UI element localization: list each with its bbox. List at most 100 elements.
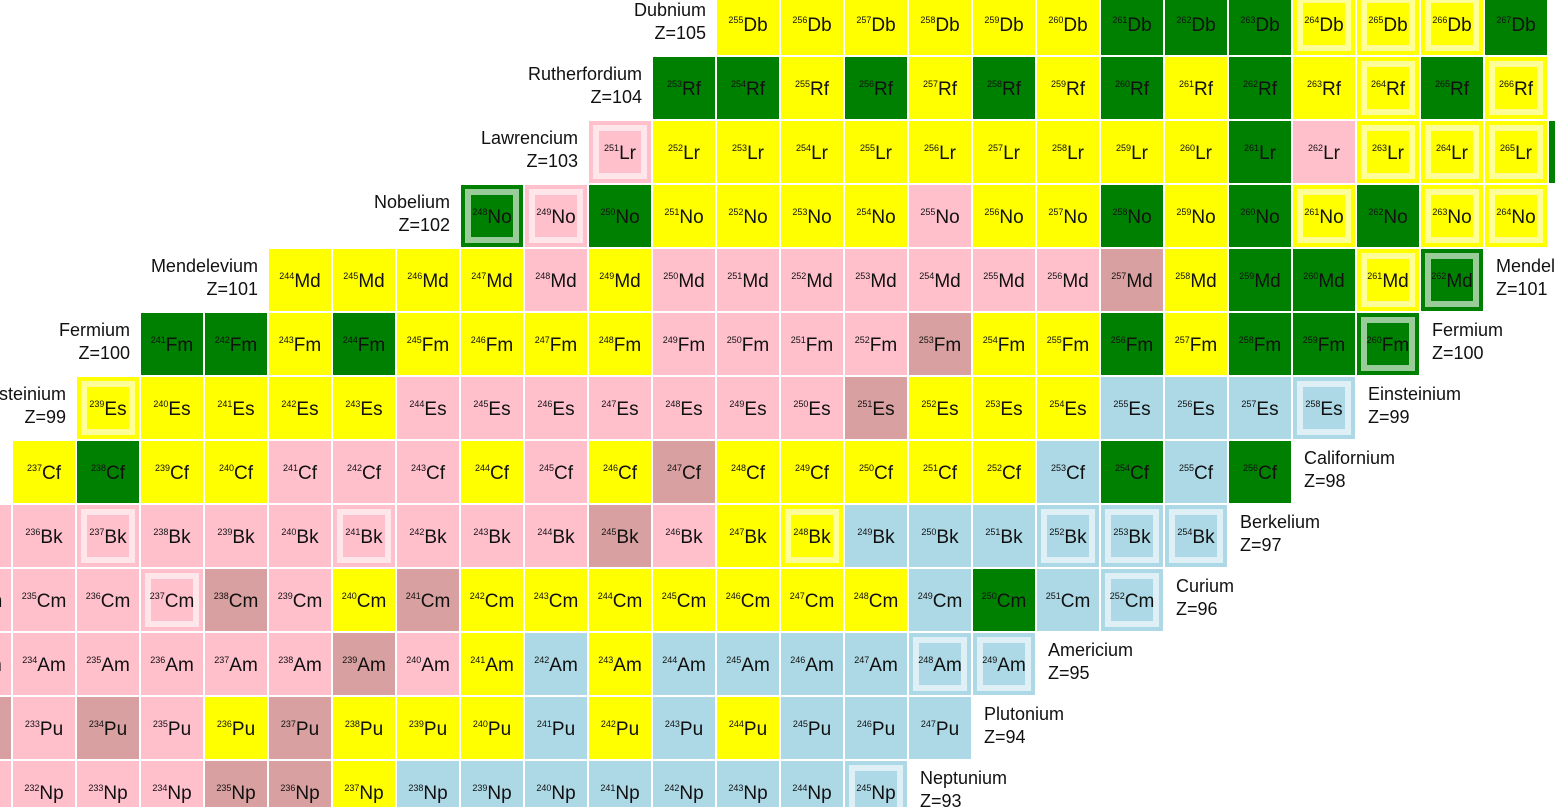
nuclide-label: 238Cf xyxy=(91,463,126,484)
nuclide-cell: 240Bk xyxy=(268,504,332,568)
element-symbol: Am xyxy=(997,655,1026,676)
nuclide-label: 246Cf xyxy=(603,463,638,484)
element-symbol: Cf xyxy=(234,463,254,484)
element-symbol: Cf xyxy=(170,463,190,484)
nuclide-cell: 244Am xyxy=(652,632,716,696)
mass-number: 244 xyxy=(343,335,358,345)
nuclide-label: 251Es xyxy=(857,399,894,420)
cell-background xyxy=(1164,0,1228,56)
element-symbol: Md xyxy=(998,271,1024,292)
nuclide-label: 249Cf xyxy=(795,463,830,484)
nuclide-label: 233Am xyxy=(0,655,2,676)
nuclide-label: 264Lr xyxy=(1436,143,1469,164)
cell-background xyxy=(908,568,972,632)
nuclide-cell: 235Np xyxy=(204,760,268,807)
element-symbol: Fm xyxy=(486,335,513,356)
mass-number: 255 xyxy=(1113,399,1128,409)
nuclide-label: 238Np xyxy=(408,783,447,804)
cell-background xyxy=(268,248,332,312)
nuclide-cell: 246Fm xyxy=(460,312,524,376)
cell-background xyxy=(76,696,140,760)
nuclide-label: 258No xyxy=(1112,207,1151,228)
isomer-frame xyxy=(337,509,391,563)
mass-number: 234 xyxy=(89,719,104,729)
nuclide-label: 261Lr xyxy=(1244,143,1277,164)
cell-background xyxy=(1036,312,1100,376)
nuclide-cell: 248Am xyxy=(908,632,972,696)
nuclide-cell: 238Am xyxy=(268,632,332,696)
cell-background xyxy=(652,184,716,248)
element-symbol: Db xyxy=(1447,15,1471,36)
nuclide-label: 243Pu xyxy=(665,719,703,740)
element-symbol: Pu xyxy=(104,719,127,740)
nuclide-cell: 262Db xyxy=(1164,0,1228,56)
nuclide-cell: 259Fm xyxy=(1292,312,1356,376)
mass-number: 245 xyxy=(343,271,358,281)
nuclide-label: 253Lr xyxy=(732,143,765,164)
nuclide-label: 237Am xyxy=(214,655,258,676)
isomer-frame xyxy=(1489,125,1543,179)
nuclide-cell: 242Es xyxy=(268,376,332,440)
nuclide-cell: 264Lr xyxy=(1420,120,1484,184)
mass-number: 255 xyxy=(795,79,810,89)
nuclide-label: 245Es xyxy=(473,399,510,420)
cell-background xyxy=(908,312,972,376)
element-symbol: Cf xyxy=(682,463,702,484)
nuclide-cell: 251Md xyxy=(716,248,780,312)
nuclide-cell: 257No xyxy=(1036,184,1100,248)
mass-number: 254 xyxy=(856,207,871,217)
nuclide-cell: 244Pu xyxy=(716,696,780,760)
nuclide-cell: 257Rf xyxy=(908,56,972,120)
mass-number: 241 xyxy=(217,399,232,409)
element-symbol: Db xyxy=(999,15,1023,36)
nuclide-cell: 244Fm xyxy=(332,312,396,376)
nuclide-cell: 244Cf xyxy=(460,440,524,504)
nuclide-label: 257Es xyxy=(1241,399,1278,420)
element-symbol: Es xyxy=(104,399,126,420)
nuclide-cell: 264Db xyxy=(1292,0,1356,56)
nuclide-label: 232Np xyxy=(24,783,63,804)
element-symbol: Fm xyxy=(678,335,705,356)
nuclide-cell: 253Rf xyxy=(652,56,716,120)
nuclide-cell: 260Lr xyxy=(1164,120,1228,184)
mass-number: 234 xyxy=(152,783,167,793)
cell-background xyxy=(780,376,844,440)
nuclide-label: 255Rf xyxy=(795,79,830,100)
atomic-number-left: Z=104 xyxy=(590,87,642,107)
mass-number: 265 xyxy=(1368,15,1383,25)
isomer-frame xyxy=(145,573,199,627)
cell-background xyxy=(652,760,716,807)
atomic-number-right: Z=96 xyxy=(1176,599,1218,619)
mass-number: 258 xyxy=(1112,207,1127,217)
nuclide-label: 255Cf xyxy=(1179,463,1214,484)
element-symbol: Md xyxy=(550,271,576,292)
cell-background xyxy=(844,440,908,504)
mass-number: 235 xyxy=(153,719,168,729)
nuclide-cell: 257Fm xyxy=(1164,312,1228,376)
cell-background xyxy=(908,248,972,312)
cell-background xyxy=(972,56,1036,120)
nuclide-label: 237Np xyxy=(344,783,383,804)
element-symbol: Md xyxy=(742,271,768,292)
mass-number: 237 xyxy=(89,527,104,537)
nuclide-cell: 257Lr xyxy=(972,120,1036,184)
mass-number: 248 xyxy=(599,335,614,345)
cell-background xyxy=(972,184,1036,248)
mass-number: 253 xyxy=(667,79,682,89)
nuclide-label: 245Am xyxy=(726,655,770,676)
element-symbol: Lr xyxy=(747,143,765,164)
nuclide-label: 257Md xyxy=(1111,271,1152,292)
nuclide-cell: 264Rf xyxy=(1356,56,1420,120)
nuclide-cell: 246Am xyxy=(780,632,844,696)
element-name-left: Einsteinium xyxy=(0,384,66,404)
cell-background xyxy=(204,760,268,807)
nuclide-label: 243Cm xyxy=(534,591,579,612)
cell-background xyxy=(12,568,76,632)
nuclide-label: 239Cf xyxy=(155,463,190,484)
isomer-frame xyxy=(849,765,903,807)
element-symbol: Np xyxy=(871,783,895,804)
cell-background xyxy=(460,760,524,807)
mass-number: 261 xyxy=(1367,271,1382,281)
nuclide-cell: 252Fm xyxy=(844,312,908,376)
cell-background xyxy=(460,504,524,568)
